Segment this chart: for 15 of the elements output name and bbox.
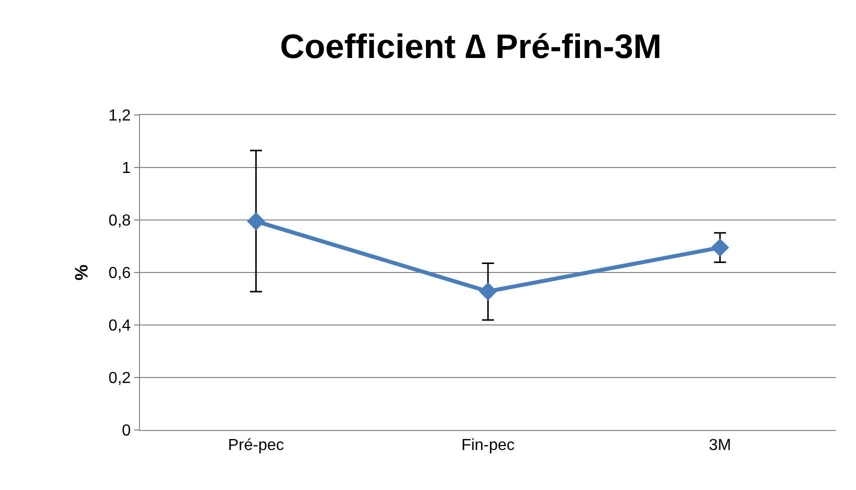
y-tick-label: 0,8 bbox=[108, 212, 131, 230]
point bbox=[710, 238, 730, 257]
y-tick-label: 0,4 bbox=[108, 318, 131, 335]
y-tick-label: 0,6 bbox=[108, 265, 131, 282]
x-tick-label: Pré-pec bbox=[228, 437, 284, 454]
x-tick-label: 3M bbox=[708, 437, 732, 454]
point bbox=[478, 282, 498, 300]
y-axis-title: % bbox=[72, 264, 92, 281]
point bbox=[246, 212, 266, 230]
y-tick-label: 1,2 bbox=[108, 108, 131, 125]
x-tick-label: Fin-pec bbox=[461, 437, 515, 454]
y-tick-label: 1 bbox=[122, 160, 131, 178]
y-tick-label: 0,2 bbox=[108, 370, 131, 388]
chart-title: Coefficient ∆ Pré-fin-3M bbox=[280, 28, 662, 66]
y-tick-label: 0 bbox=[122, 422, 131, 440]
